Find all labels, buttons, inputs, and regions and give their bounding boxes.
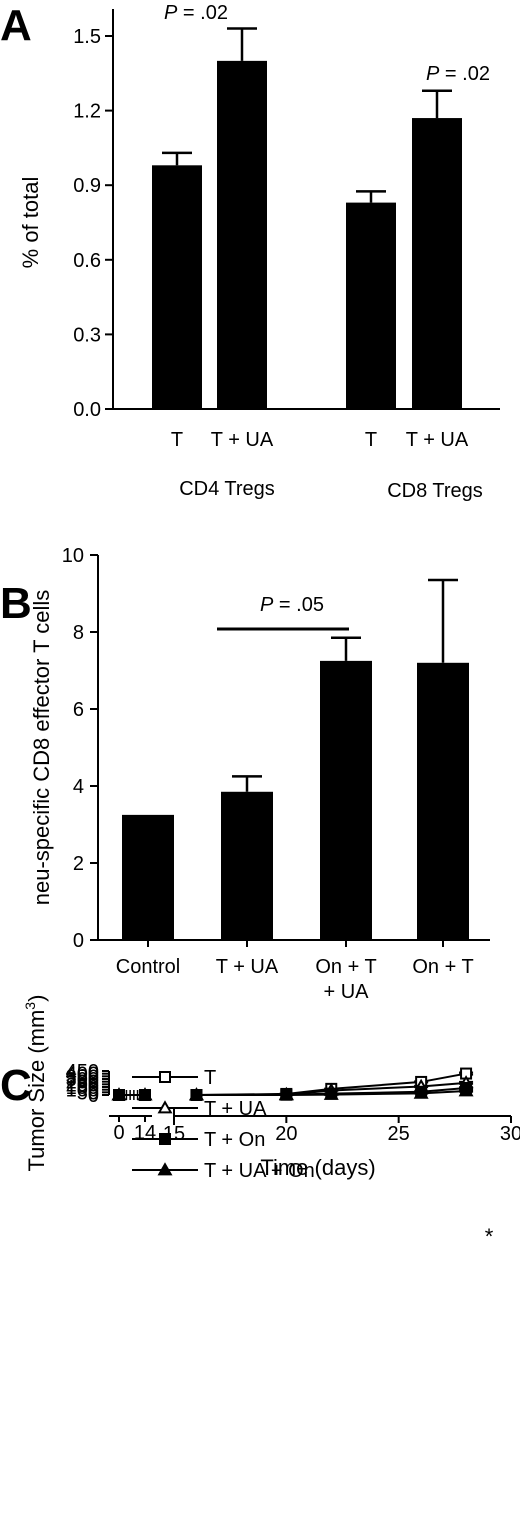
bar (320, 660, 372, 940)
y-tick-label: 0 (73, 930, 84, 952)
y-tick-label: 150 (66, 1077, 99, 1099)
group-label: CD4 Tregs (179, 478, 275, 500)
x-tick-label: T (171, 429, 183, 451)
series-4 (111, 1083, 474, 1101)
bar (217, 60, 267, 409)
y-tick-label: 0.6 (73, 250, 101, 272)
y-tick-label: 0.9 (73, 175, 101, 197)
data-point (458, 1083, 474, 1097)
x-tick-label: T + UA (216, 956, 279, 978)
x-tick-label: + UA (323, 981, 369, 1003)
y-tick-label: 4 (73, 776, 84, 798)
x-tick-label: T + UA (406, 429, 469, 451)
x-tick-label: On + T (315, 956, 376, 978)
legend-label: T (204, 1067, 216, 1089)
x-tick-label: T (365, 429, 377, 451)
p-value-annotation: P = .02 (426, 63, 490, 85)
y-axis-label: neu-specific CD8 effector T cells (29, 590, 54, 905)
y-tick-label: 350 (66, 1066, 99, 1088)
group-label: CD8 Tregs (387, 480, 483, 502)
y-tick-label: 50 (77, 1082, 99, 1104)
y-tick-label: 200 (66, 1074, 99, 1096)
panel-letter-a: A (0, 1, 32, 50)
data-point (413, 1085, 429, 1099)
y-tick-label: 10 (62, 545, 84, 567)
bar (221, 791, 273, 940)
y-tick-label: 8 (73, 622, 84, 644)
x-axis-label: Time (days) (260, 1155, 375, 1180)
y-tick-label: 1.5 (73, 26, 101, 48)
bar (417, 662, 469, 940)
panel-letter-c: C (0, 1061, 32, 1110)
y-tick-label: 2 (73, 853, 84, 875)
bar (346, 202, 396, 409)
y-tick-label: 100 (66, 1080, 99, 1102)
legend-marker (159, 1133, 171, 1145)
panel-a: A 0.0 0.3 0.6 0.9 1.2 1.5 % of total T T + UA T T +… (0, 1, 500, 502)
data-point (137, 1087, 153, 1101)
x-tick-label: 20 (275, 1123, 297, 1145)
legend-label: T + UA (204, 1098, 267, 1120)
legend-marker (159, 1071, 171, 1083)
x-tick-label: 0 (113, 1122, 124, 1144)
x-tick-label: 14 (134, 1122, 156, 1144)
y-tick-label: 300 (66, 1069, 99, 1091)
x-tick-label: On + T (412, 956, 473, 978)
data-point (278, 1087, 294, 1101)
x-tick-label: Control (116, 956, 180, 978)
panel-letter-b: B (0, 579, 32, 628)
significance-star: * (485, 1224, 494, 1249)
y-tick-label: 6 (73, 699, 84, 721)
y-tick-label: 450 (66, 1061, 99, 1083)
y-tick-label: 400 (66, 1064, 99, 1086)
data-point (111, 1087, 127, 1101)
legend-marker (157, 1162, 173, 1176)
y-tick-label: 0.0 (73, 399, 101, 421)
data-point (188, 1087, 204, 1101)
y-tick-label: 0.3 (73, 324, 101, 346)
bar (122, 814, 174, 940)
bar (412, 118, 462, 409)
y-axis-label: % of total (18, 177, 43, 269)
bar (152, 165, 202, 409)
x-tick-label: 25 (388, 1123, 410, 1145)
legend-label: T + On (204, 1129, 265, 1151)
x-tick-label: T + UA (211, 429, 274, 451)
y-tick-label: 1.2 (73, 101, 101, 123)
legend-label: T + UA + On (204, 1160, 315, 1182)
p-value-annotation: P = .02 (164, 2, 228, 24)
legend-marker (157, 1100, 173, 1114)
y-tick-label: 250 (66, 1072, 99, 1094)
p-value-annotation: P = .05 (260, 594, 324, 616)
y-tick-label: 0 (88, 1085, 99, 1107)
x-tick-label: 30 (500, 1123, 520, 1145)
panel-b: B 0 2 4 6 8 10 neu-specific CD8 effector T cell… (0, 545, 490, 1003)
data-point (323, 1086, 339, 1100)
y-axis-label: Tumor Size (mm3) (22, 995, 49, 1172)
